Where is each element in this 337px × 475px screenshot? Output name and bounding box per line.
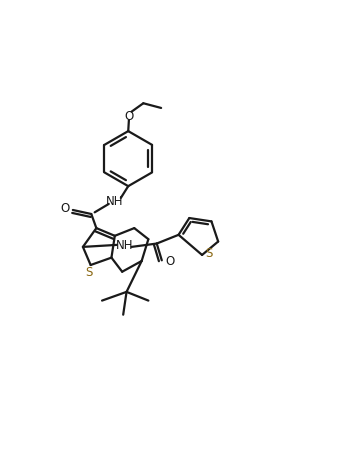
Text: S: S [85, 266, 93, 279]
Text: NH: NH [116, 239, 133, 252]
Text: O: O [165, 255, 175, 268]
Text: NH: NH [106, 195, 124, 208]
Text: S: S [205, 247, 212, 260]
Text: O: O [61, 202, 70, 215]
Text: O: O [124, 110, 133, 123]
